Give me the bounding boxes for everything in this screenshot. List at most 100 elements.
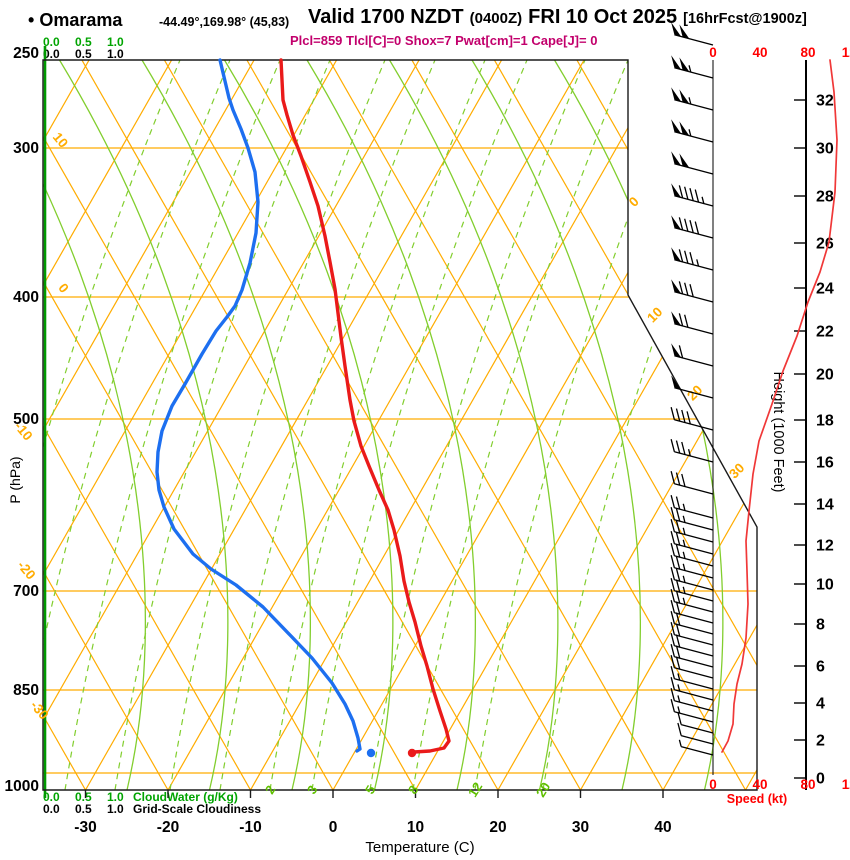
isotherm-line [414, 60, 757, 790]
mixing-ratio-line [43, 60, 231, 790]
wind-barb [670, 555, 714, 579]
wind-barb [670, 519, 714, 543]
scale-value: 1.0 [107, 47, 124, 61]
height-tick-label: 24 [816, 281, 834, 298]
moist-adiabat-line [58, 60, 229, 790]
isotherm-line [662, 60, 757, 790]
wind-barb [670, 543, 714, 567]
station-name: Omarama [39, 10, 123, 30]
temperature-axis-title: Temperature (C) [365, 839, 474, 856]
wind-barb [670, 578, 714, 602]
wind-barb [670, 677, 714, 701]
scale-value: 0.0 [43, 47, 60, 61]
wind-barb [671, 22, 714, 46]
cloudwater-scale-top: 0.0 0.5 1.0 [43, 36, 139, 48]
speed-tick-label: 40 [752, 777, 767, 792]
height-tick-label: 10 [816, 577, 834, 594]
wind-barb [671, 87, 714, 111]
height-tick-label: 30 [816, 141, 834, 158]
wind-barb [671, 183, 714, 207]
mixing-ratio-line [64, 60, 281, 790]
valid-time-utc: (0400Z) [469, 10, 523, 27]
moist-adiabat-line [306, 60, 477, 790]
height-tick-label: 8 [816, 617, 825, 634]
temp-tick-label: -10 [239, 819, 261, 836]
wind-barb [671, 279, 714, 303]
wind-barb [670, 699, 714, 723]
mixing-ratio-line [412, 60, 629, 790]
wind-barb [671, 215, 714, 239]
station-bullet: • [28, 10, 35, 30]
isotherm-line [43, 60, 432, 790]
dry-adiabat-line [152, 60, 582, 790]
mixing-ratio-line [269, 60, 486, 790]
height-tick-label: 14 [816, 497, 834, 514]
pressure-tick-label: 700 [13, 583, 39, 600]
wind-barb [671, 343, 714, 367]
speed-tick-label: 80 [800, 777, 815, 792]
dry-adiabat-label: -20 [14, 558, 38, 583]
isotherm-line [84, 60, 514, 790]
height-tick-label: 4 [816, 696, 825, 713]
wind-barb [678, 739, 714, 756]
moist-adiabat-line [553, 60, 724, 790]
mixing-ratio-line [114, 60, 331, 790]
wind-barb [670, 644, 714, 668]
height-tick-label: 28 [816, 189, 834, 206]
temperature-curve [279, 58, 451, 754]
surface-temperature-dot [407, 748, 417, 758]
height-tick-label: 20 [816, 367, 834, 384]
isotherm-label: 10 [644, 304, 665, 325]
station-title: • Omarama [28, 10, 122, 31]
wind-barb [670, 471, 714, 495]
moist-adiabat-line [388, 60, 559, 790]
cloudwater-scale-bottom: 0.0 0.5 1.0 CloudWater (g/Kg) [43, 791, 238, 803]
wind-speed-curve [721, 59, 838, 753]
moist-adiabat-line [43, 60, 147, 790]
wind-barb [670, 589, 714, 613]
scale-value: 0.0 [43, 802, 60, 816]
wind-barb [671, 311, 714, 335]
dry-adiabat-line [43, 60, 252, 790]
isotherm-line [43, 60, 349, 790]
scale-value: 0.5 [75, 790, 92, 804]
scale-value: 0.5 [75, 47, 92, 61]
wind-barb [671, 151, 714, 175]
wind-barb [670, 495, 714, 519]
valid-time-main: Valid 1700 NZDT [308, 6, 464, 28]
mixing-ratio-line [311, 60, 528, 790]
dry-adiabat-line [482, 60, 757, 790]
temp-tick-label: -30 [74, 819, 96, 836]
height-tick-label: 0 [816, 771, 825, 788]
mixing-ratio-line [369, 60, 586, 790]
height-tick-label: 18 [816, 413, 834, 430]
temp-tick-label: 20 [489, 819, 506, 836]
valid-time-date: FRI 10 Oct 2025 [528, 6, 678, 28]
height-axis-title: Height (1000 Feet) [770, 372, 786, 493]
height-tick-label: 12 [816, 538, 834, 555]
surface-dewpoint-dot [366, 748, 376, 758]
scale-value: 0.5 [75, 35, 92, 49]
scale-value: 0.0 [43, 790, 60, 804]
temperature-axis: -30 -20 -10 0 10 20 30 40 Temperature (C) [74, 790, 672, 856]
mixing-ratio-line [474, 60, 691, 790]
height-tick-label: 6 [816, 659, 825, 676]
wind-barb [671, 375, 714, 399]
mixing-ratio-line [169, 60, 386, 790]
wind-barb [671, 55, 714, 79]
speed-tick-label: 0 [709, 777, 717, 792]
wind-barb [670, 655, 714, 679]
height-tick-label: 16 [816, 455, 834, 472]
moist-adiabat-line [223, 60, 394, 790]
speed-axis: 0040408080120120Speed (kt) [709, 45, 850, 806]
temp-tick-label: 10 [407, 819, 424, 836]
dewpoint-curve [155, 58, 362, 753]
pressure-axis-title: P (hPa) [7, 456, 23, 503]
speed-tick-label: 80 [800, 45, 815, 60]
height-tick-label: 26 [816, 236, 834, 253]
pressure-tick-label: 500 [13, 411, 39, 428]
dry-adiabat-line [43, 60, 417, 790]
wind-barb [670, 688, 714, 712]
temp-tick-label: 40 [654, 819, 671, 836]
